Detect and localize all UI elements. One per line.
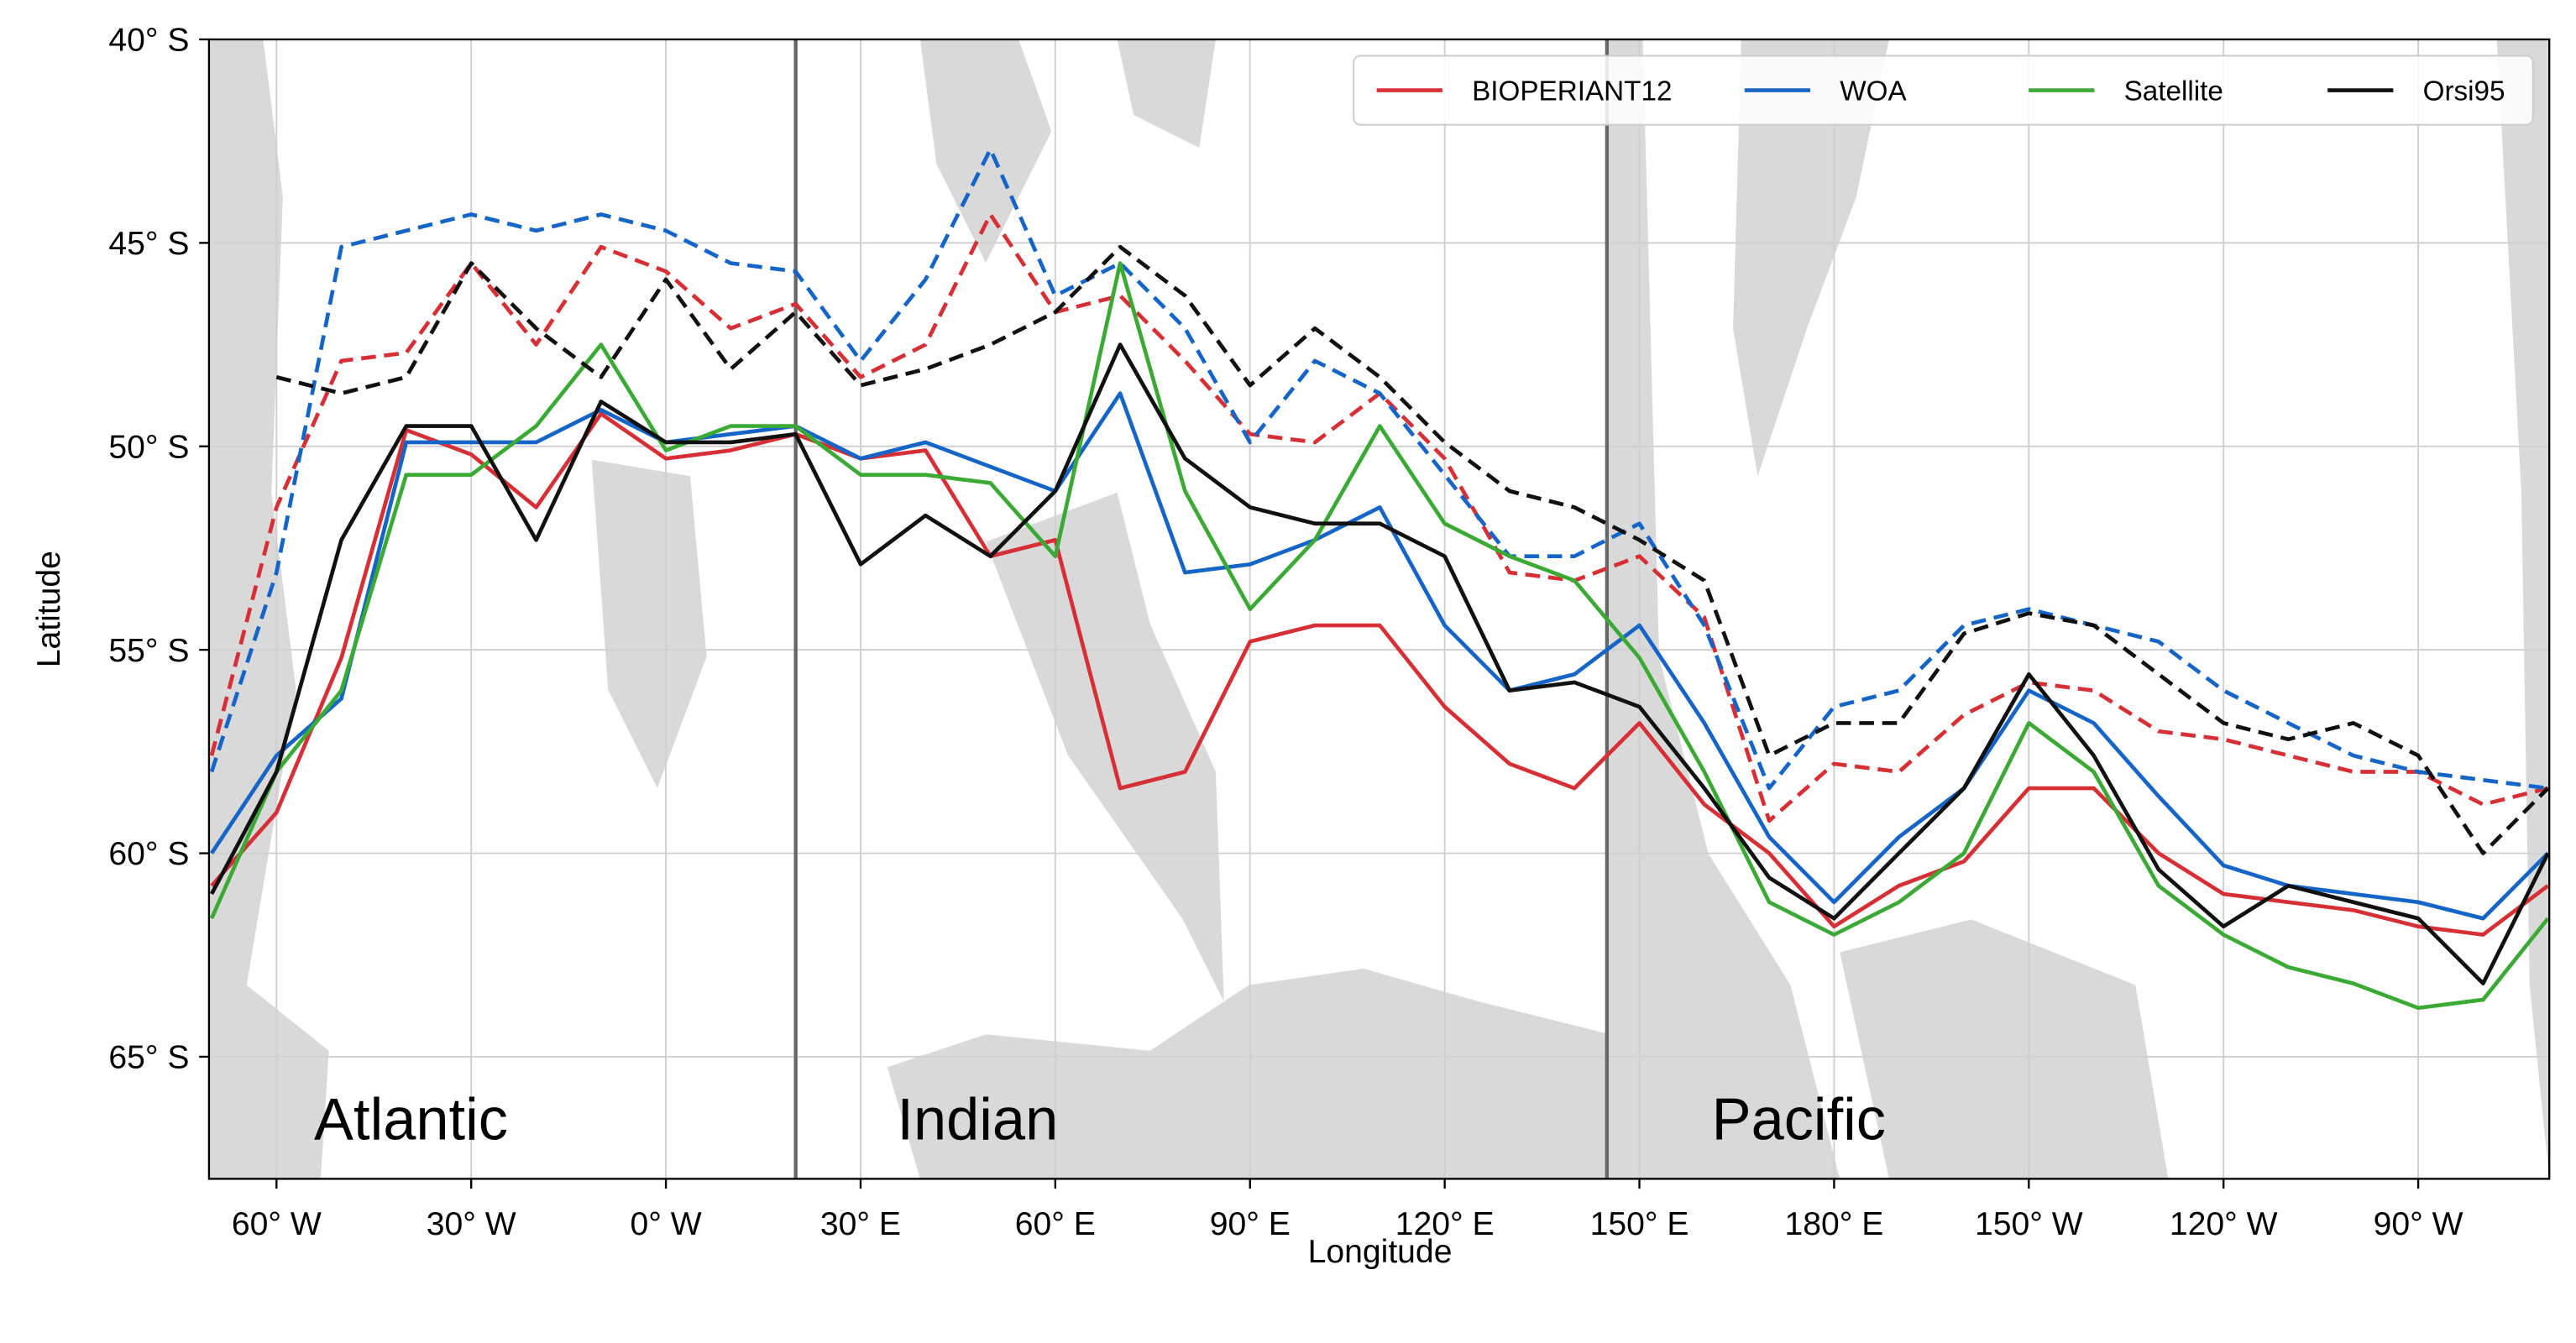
x-tick-label: 60° E	[1015, 1206, 1096, 1242]
land	[1606, 39, 1840, 1179]
land	[1840, 919, 2169, 1179]
y-tick-label: 65° S	[108, 1040, 189, 1076]
x-tick-label: 120° W	[2170, 1206, 2278, 1242]
land	[208, 39, 329, 1179]
y-tick-label: 60° S	[108, 836, 189, 872]
front-line	[209, 342, 2550, 985]
x-tick-label: 150° W	[1975, 1206, 2083, 1242]
legend: BIOPERIANT12 WOA Satellite Orsi95	[1353, 55, 2534, 126]
legend-frame	[1353, 55, 2534, 126]
basin-label: Atlantic	[314, 1085, 508, 1152]
x-tick-label: 90° E	[1210, 1206, 1291, 1242]
basin-label: Indian	[897, 1085, 1058, 1152]
legend-label: WOA	[1840, 76, 1907, 107]
legend-label: Orsi95	[2423, 76, 2505, 107]
land	[919, 39, 1052, 263]
legend-label: BIOPERIANT12	[1472, 76, 1672, 107]
front-line	[210, 411, 2550, 937]
x-tick-label: 90° W	[2374, 1206, 2463, 1242]
y-tick-label: 55° S	[108, 633, 189, 669]
x-tick-label: 30° W	[427, 1206, 516, 1242]
land	[591, 459, 707, 788]
x-axis-label: Longitude	[1308, 1234, 1453, 1270]
x-tick-label: 150° E	[1590, 1206, 1689, 1242]
land	[1117, 39, 1216, 149]
grid	[208, 38, 2550, 1179]
y-tick-label: 50° S	[108, 429, 189, 465]
x-tick-label: 180° E	[1784, 1206, 1883, 1242]
front-line	[210, 391, 2550, 921]
basin-label: Pacific	[1712, 1085, 1886, 1152]
plot-lines	[209, 39, 2550, 1179]
y-axis-label: Latitude	[31, 551, 67, 667]
land	[1733, 39, 1889, 477]
front-line-dashed	[209, 147, 2548, 791]
plot-frame	[207, 38, 2551, 1180]
front-line-dashed	[275, 244, 2550, 855]
ticks: 60° W 30° W 0° W 30° E 60° E 90° E 120° E 150° …	[108, 23, 2463, 1242]
x-tick-label: 60° W	[232, 1206, 322, 1242]
front-line	[209, 261, 2550, 1011]
y-tick-label: 45° S	[108, 226, 189, 262]
legend-label: Satellite	[2124, 76, 2223, 107]
land	[887, 969, 1610, 1179]
x-tick-label: 0° W	[630, 1206, 701, 1242]
land	[986, 492, 1224, 1002]
y-tick-label: 40° S	[108, 23, 189, 59]
x-tick-label: 30° E	[820, 1206, 901, 1242]
x-tick-label: 120° E	[1395, 1206, 1495, 1242]
